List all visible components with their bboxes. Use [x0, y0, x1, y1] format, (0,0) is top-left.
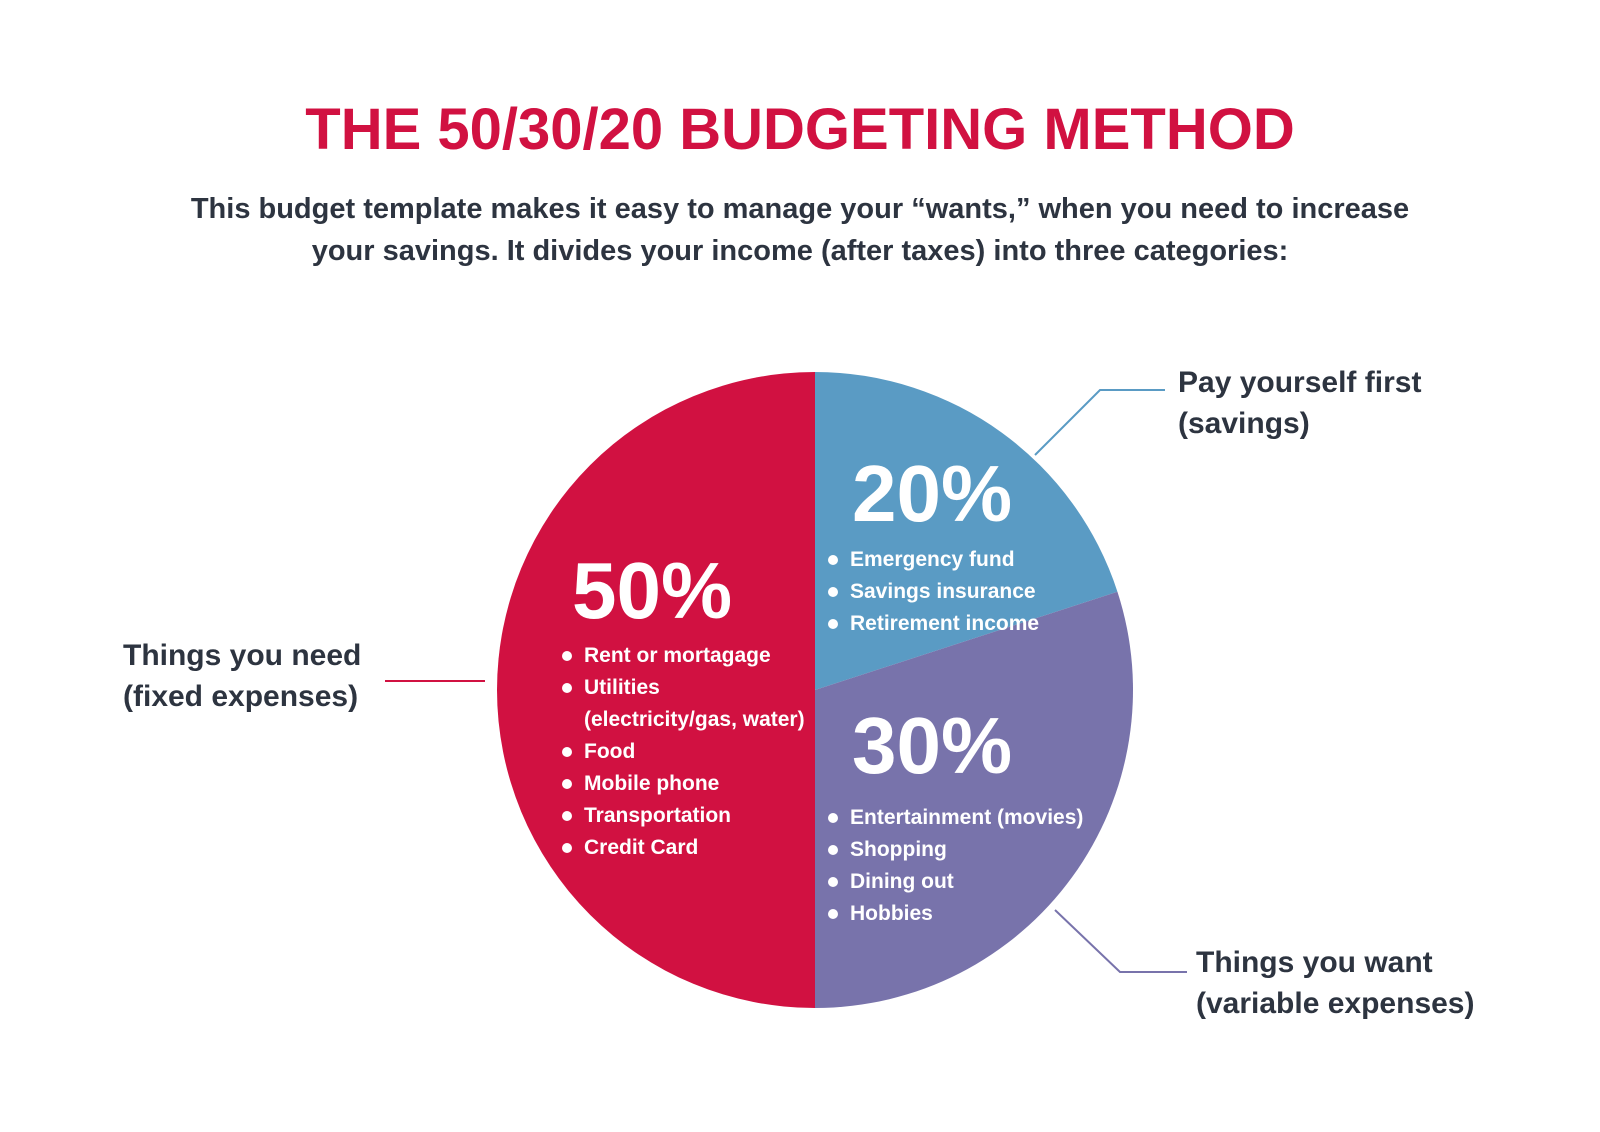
list-item: Entertainment (movies) — [826, 802, 1086, 834]
category-label: Things you want (variable expenses) — [1196, 946, 1475, 1020]
list-item: Emergency fund — [826, 544, 1086, 576]
chart-subtitle: This budget template makes it easy to ma… — [190, 193, 1410, 267]
item-list: Entertainment (movies) Shopping Dining out… — [826, 802, 1086, 930]
category-label: Things you need (fixed expenses) — [123, 639, 362, 713]
leader-line — [1034, 389, 1165, 456]
list-item: Savings insurance — [826, 576, 1086, 608]
item-list: Rent or mortagage Utilities (electricity/… — [560, 640, 810, 864]
pie-slice — [497, 372, 815, 1008]
list-item: Shopping — [826, 834, 1086, 866]
category-label: Pay yourself first (savings) — [1178, 366, 1422, 440]
value-label: 20% — [852, 449, 1013, 538]
value-label: 30% — [852, 701, 1013, 790]
list-item: Transportation — [560, 800, 810, 832]
list-item: Rent or mortagage — [560, 640, 810, 672]
list-item: Credit Card — [560, 832, 810, 864]
value-label: 50% — [572, 546, 733, 635]
list-item: Hobbies — [826, 898, 1086, 930]
list-item: Mobile phone — [560, 768, 810, 800]
item-list: Emergency fund Savings insurance Retiremen… — [826, 544, 1086, 640]
chart-title: THE 50/30/20 BUDGETING METHOD — [305, 97, 1295, 162]
list-item: Utilities (electricity/gas, water) — [560, 672, 810, 736]
list-item: Food — [560, 736, 810, 768]
leader-line — [1054, 909, 1187, 973]
pie-slice — [815, 591, 1133, 1008]
list-item: Dining out — [826, 866, 1086, 898]
pie-slice — [815, 372, 1118, 690]
list-item: Retirement income — [826, 608, 1086, 640]
